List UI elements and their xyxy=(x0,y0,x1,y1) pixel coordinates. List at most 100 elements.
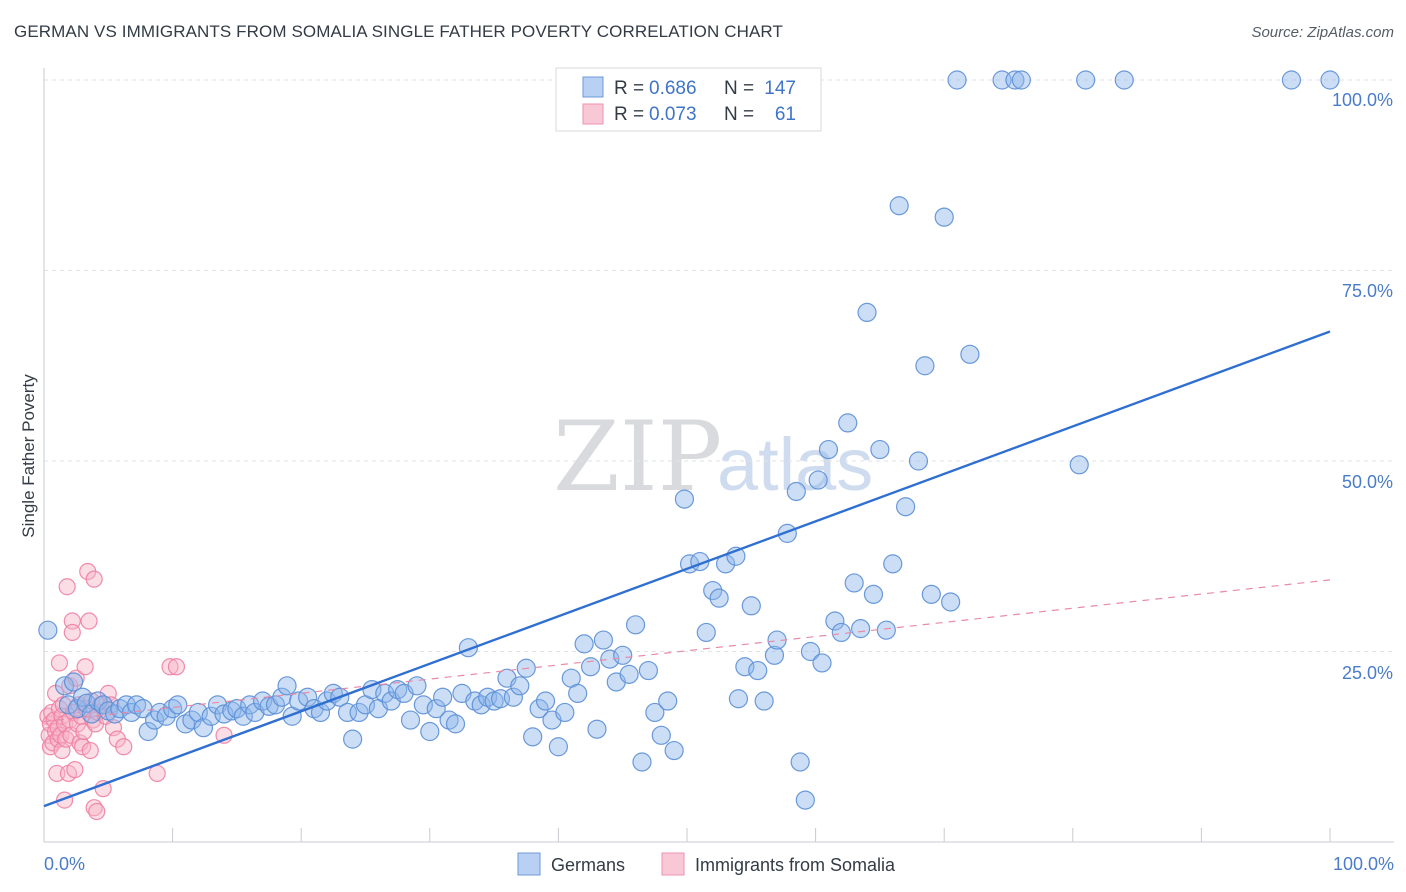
point-blue-points-137 xyxy=(921,584,941,604)
point-blue-points-148 xyxy=(1281,70,1302,90)
point-blue-points-149 xyxy=(1320,70,1340,90)
point-pink-points-27 xyxy=(63,623,81,642)
point-blue-points-128 xyxy=(857,302,877,323)
point-blue-points-118 xyxy=(795,790,815,810)
y-axis-title: Single Father Poverty xyxy=(19,374,38,538)
point-pink-points-57 xyxy=(148,764,166,783)
legend-r-label-germans: R = xyxy=(614,78,644,99)
point-blue-points-87 xyxy=(587,719,607,739)
point-blue-points-34 xyxy=(245,702,265,723)
point-blue-points-123 xyxy=(825,611,845,631)
point-blue-points-84 xyxy=(568,683,588,704)
point-blue-points-48 xyxy=(337,702,358,723)
point-blue-points-4 xyxy=(67,699,88,719)
trend-line-germans xyxy=(43,330,1331,808)
stats-legend: R = 0.686 N = 147 R = 0.073 N = 61 xyxy=(555,67,822,132)
series-germans-points xyxy=(38,70,1340,810)
point-pink-points-47 xyxy=(88,802,106,821)
y-tick-label-50: 50.0% xyxy=(1342,472,1393,492)
point-blue-points-24 xyxy=(182,710,202,730)
legend-r-value-somalia: 0.073 xyxy=(649,104,697,125)
point-blue-points-22 xyxy=(168,695,188,715)
x-tick-label-0: 0.0% xyxy=(44,854,85,874)
point-blue-points-86 xyxy=(580,657,601,677)
point-blue-points-122 xyxy=(818,439,839,460)
point-blue-points-25 xyxy=(188,702,208,723)
point-blue-points-126 xyxy=(844,573,864,593)
point-blue-points-111 xyxy=(748,660,768,681)
point-blue-points-93 xyxy=(625,615,646,635)
point-blue-points-78 xyxy=(529,699,549,719)
point-blue-points-20 xyxy=(156,706,176,726)
legend-swatch-germans xyxy=(582,76,604,98)
point-blue-points-139 xyxy=(941,592,961,612)
point-blue-points-58 xyxy=(400,710,421,730)
point-blue-points-100 xyxy=(674,489,695,509)
point-blue-points-141 xyxy=(960,344,980,364)
point-blue-points-32 xyxy=(233,706,253,726)
legend-r-value-germans: 0.686 xyxy=(649,78,697,99)
point-blue-points-0 xyxy=(38,620,58,640)
point-pink-points-21 xyxy=(58,578,76,596)
point-blue-points-143 xyxy=(1005,70,1025,90)
point-pink-points-41 xyxy=(81,741,99,760)
point-pink-points-30 xyxy=(67,669,85,687)
y-tick-label-75: 75.0% xyxy=(1342,281,1393,301)
point-blue-points-89 xyxy=(600,649,620,669)
point-blue-points-82 xyxy=(555,702,575,723)
point-pink-points-40 xyxy=(80,612,98,630)
watermark: ZIP atlas xyxy=(553,401,873,513)
point-blue-points-37 xyxy=(265,695,286,715)
y-tick-label-100: 100.0% xyxy=(1332,90,1393,110)
point-blue-points-104 xyxy=(703,580,723,601)
legend-r-label-somalia: R = xyxy=(614,104,644,125)
point-pink-points-56 xyxy=(115,738,133,756)
point-blue-points-110 xyxy=(741,596,761,616)
point-blue-points-145 xyxy=(1069,455,1089,475)
bottom-legend-label-germans: Germans xyxy=(551,855,625,875)
point-blue-points-121 xyxy=(812,653,832,673)
point-blue-points-97 xyxy=(651,725,671,745)
point-blue-points-133 xyxy=(889,196,909,216)
point-blue-points-91 xyxy=(613,645,633,665)
point-blue-points-116 xyxy=(786,481,806,502)
point-blue-points-146 xyxy=(1076,70,1096,90)
source-credit: Source: ZipAtlas.com xyxy=(1251,24,1394,41)
point-blue-points-125 xyxy=(838,413,858,433)
point-blue-points-105 xyxy=(709,588,729,608)
point-blue-points-108 xyxy=(728,689,749,709)
point-blue-points-94 xyxy=(632,752,652,772)
point-blue-points-3 xyxy=(63,672,84,692)
legend-n-value-germans: 147 xyxy=(764,78,796,99)
point-pink-points-35 xyxy=(73,738,92,756)
point-blue-points-31 xyxy=(227,699,247,719)
watermark-atlas: atlas xyxy=(717,423,873,506)
point-blue-points-29 xyxy=(214,704,234,724)
series-legend: Germans Immigrants from Somalia xyxy=(517,852,896,876)
point-blue-points-95 xyxy=(638,660,659,681)
point-pink-points-45 xyxy=(85,570,103,588)
chart-title: GERMAN VS IMMIGRANTS FROM SOMALIA SINGLE… xyxy=(14,22,783,41)
y-tick-label-25: 25.0% xyxy=(1342,663,1393,683)
legend-swatch-somalia xyxy=(582,103,604,125)
point-blue-points-109 xyxy=(735,657,755,677)
point-blue-points-119 xyxy=(800,641,821,662)
point-blue-points-39 xyxy=(277,676,297,696)
point-pink-points-58 xyxy=(161,658,179,676)
point-blue-points-92 xyxy=(619,664,639,684)
bottom-legend-label-somalia: Immigrants from Somalia xyxy=(695,855,896,875)
point-blue-points-140 xyxy=(947,70,967,90)
legend-n-label-germans: N = xyxy=(724,78,754,99)
point-blue-points-130 xyxy=(870,439,890,460)
point-blue-points-88 xyxy=(593,630,614,650)
point-blue-points-74 xyxy=(503,687,523,707)
point-blue-points-98 xyxy=(658,691,678,711)
point-blue-points-144 xyxy=(1011,70,1031,90)
point-blue-points-85 xyxy=(574,634,594,654)
point-blue-points-135 xyxy=(908,451,929,471)
point-blue-points-26 xyxy=(193,718,214,738)
point-blue-points-129 xyxy=(863,584,884,604)
point-blue-points-49 xyxy=(343,729,363,749)
point-pink-points-13 xyxy=(50,654,69,672)
